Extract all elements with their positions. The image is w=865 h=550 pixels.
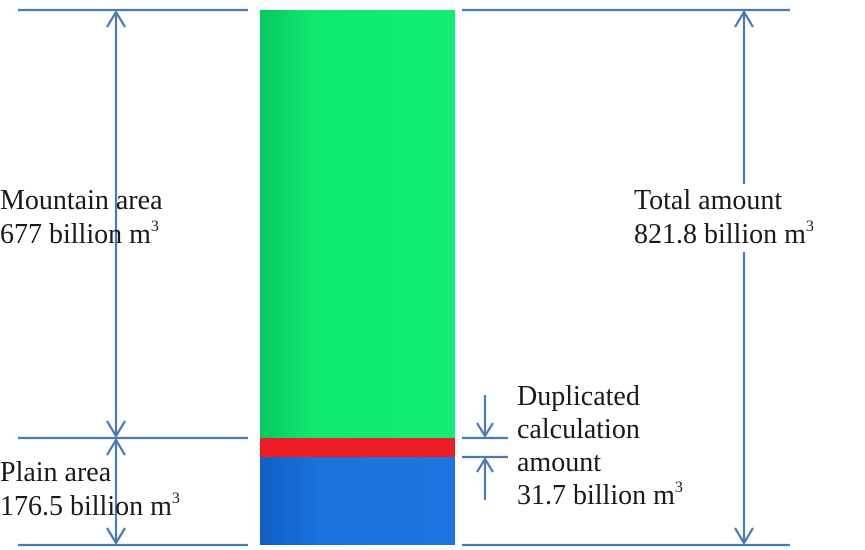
total-top-arrowhead [734,9,754,28]
duplicated-value: 31.7 billion m3 [517,479,683,512]
duplicated-up-arrowhead [476,456,494,473]
plain-area-label: Plain area 176.5 billion m3 [0,456,180,524]
duplicated-amount-label: Duplicated calculation amount 31.7 billi… [517,380,683,512]
total-amount-label: Total amount 821.8 billion m3 [632,184,816,252]
total-bottom-arrowhead [734,527,754,546]
mountain-top-arrowhead [106,9,126,28]
mountain-area-label: Mountain area 677 billion m3 [0,184,163,252]
plain-area-bar [260,457,455,545]
duplicated-line2: calculation [517,414,640,445]
mountain-area-bar [260,10,455,438]
total-amount-title: Total amount [634,185,783,216]
mountain-area-title: Mountain area [0,185,163,216]
mountain-bottom-arrowhead [106,420,126,439]
mountain-area-value: 677 billion m3 [0,218,159,251]
duplicated-overlap-bar [260,438,455,457]
plain-top-arrowhead [106,437,126,456]
plain-bottom-arrowhead [106,527,126,546]
duplicated-line3: amount [517,447,601,478]
plain-area-title: Plain area [0,457,112,488]
total-amount-value: 821.8 billion m3 [634,218,814,251]
plain-area-value: 176.5 billion m3 [0,490,180,523]
duplicated-down-arrowhead [476,422,494,439]
duplicated-line1: Duplicated [517,381,640,412]
